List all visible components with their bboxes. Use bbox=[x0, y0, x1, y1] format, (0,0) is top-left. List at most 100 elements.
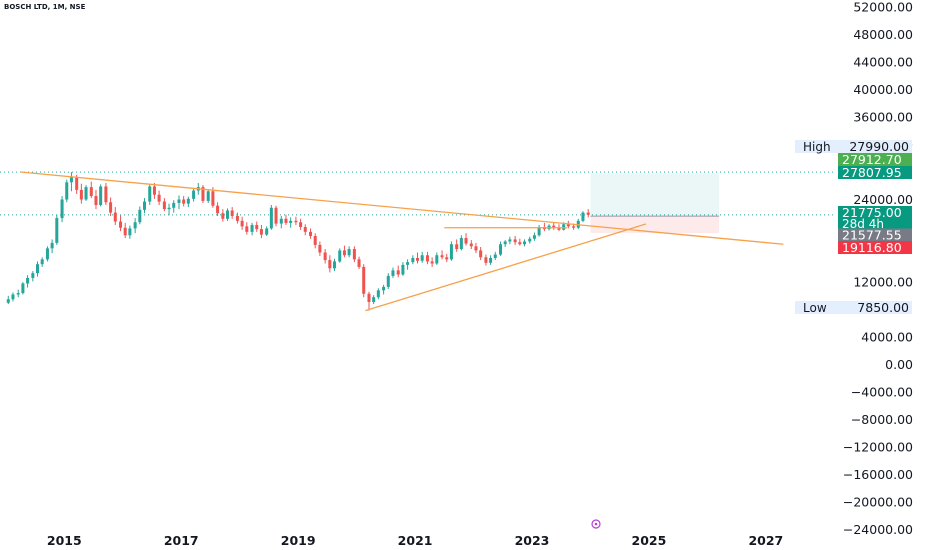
candle[interactable] bbox=[445, 253, 449, 263]
candle[interactable] bbox=[513, 235, 517, 245]
candle[interactable] bbox=[279, 216, 283, 229]
candle[interactable] bbox=[142, 198, 147, 214]
candle[interactable] bbox=[259, 224, 263, 239]
candle[interactable] bbox=[342, 245, 346, 258]
candle[interactable] bbox=[411, 255, 415, 265]
candle[interactable] bbox=[508, 236, 512, 245]
candle[interactable] bbox=[347, 246, 351, 258]
candle[interactable] bbox=[542, 222, 546, 232]
candle[interactable] bbox=[338, 248, 342, 263]
candle[interactable] bbox=[240, 216, 244, 230]
candle[interactable] bbox=[382, 284, 386, 295]
candle[interactable] bbox=[26, 275, 30, 288]
candle[interactable] bbox=[94, 189, 98, 210]
candle[interactable] bbox=[357, 256, 361, 269]
candle[interactable] bbox=[420, 251, 424, 263]
candle[interactable] bbox=[172, 200, 176, 213]
candle[interactable] bbox=[55, 214, 59, 245]
candle[interactable] bbox=[128, 225, 132, 239]
candle[interactable] bbox=[537, 224, 541, 237]
candle[interactable] bbox=[157, 190, 161, 206]
candle[interactable] bbox=[396, 265, 400, 278]
candle[interactable] bbox=[489, 255, 493, 265]
candle[interactable] bbox=[40, 257, 44, 267]
candle[interactable] bbox=[206, 189, 210, 203]
candle[interactable] bbox=[152, 183, 156, 199]
candle[interactable] bbox=[532, 232, 536, 241]
candle[interactable] bbox=[440, 250, 444, 260]
candle[interactable] bbox=[391, 267, 395, 278]
candle[interactable] bbox=[425, 251, 429, 265]
candle[interactable] bbox=[11, 292, 15, 302]
candle[interactable] bbox=[201, 185, 205, 203]
candle[interactable] bbox=[328, 255, 332, 273]
candle[interactable] bbox=[192, 187, 196, 202]
x-axis[interactable]: 2015 2017 2019 2021 2023 2025 2027 bbox=[47, 533, 783, 548]
candle[interactable] bbox=[493, 251, 497, 261]
candle[interactable] bbox=[586, 209, 590, 218]
candle[interactable] bbox=[449, 241, 453, 261]
candle[interactable] bbox=[274, 205, 278, 227]
candle[interactable] bbox=[372, 295, 376, 305]
candle[interactable] bbox=[167, 203, 171, 216]
candle[interactable] bbox=[484, 254, 488, 266]
candle[interactable] bbox=[303, 224, 307, 236]
candle[interactable] bbox=[255, 221, 259, 232]
candle[interactable] bbox=[45, 246, 49, 262]
candle[interactable] bbox=[289, 217, 293, 228]
candle[interactable] bbox=[65, 179, 69, 203]
candle[interactable] bbox=[299, 218, 303, 230]
candle[interactable] bbox=[50, 239, 54, 254]
candle[interactable] bbox=[138, 206, 142, 225]
candle[interactable] bbox=[31, 271, 35, 282]
candle[interactable] bbox=[313, 233, 317, 249]
candle[interactable] bbox=[60, 196, 64, 223]
candle[interactable] bbox=[113, 207, 117, 225]
candle[interactable] bbox=[89, 181, 93, 199]
candles[interactable] bbox=[6, 172, 590, 311]
candle[interactable] bbox=[576, 218, 580, 230]
candle[interactable] bbox=[581, 211, 585, 223]
candle[interactable] bbox=[69, 172, 73, 192]
candle[interactable] bbox=[6, 295, 10, 305]
candle[interactable] bbox=[99, 184, 103, 207]
candle[interactable] bbox=[386, 273, 390, 289]
ascending-support-line[interactable] bbox=[365, 223, 647, 312]
candle[interactable] bbox=[177, 195, 181, 210]
candle[interactable] bbox=[464, 233, 468, 246]
candle[interactable] bbox=[216, 202, 220, 217]
candle[interactable] bbox=[162, 198, 166, 212]
candle[interactable] bbox=[109, 197, 113, 217]
candle[interactable] bbox=[84, 185, 88, 201]
candle[interactable] bbox=[430, 257, 434, 267]
candle[interactable] bbox=[459, 235, 463, 251]
candle[interactable] bbox=[435, 252, 439, 265]
candle[interactable] bbox=[474, 242, 478, 254]
candle[interactable] bbox=[250, 222, 254, 236]
candle[interactable] bbox=[235, 212, 239, 224]
candle[interactable] bbox=[133, 218, 137, 234]
candle[interactable] bbox=[230, 207, 234, 219]
candle[interactable] bbox=[36, 261, 40, 277]
candle[interactable] bbox=[323, 249, 327, 264]
candle[interactable] bbox=[284, 214, 288, 225]
trendlines[interactable] bbox=[20, 171, 784, 312]
candle[interactable] bbox=[518, 238, 522, 246]
candle[interactable] bbox=[499, 241, 503, 256]
candle[interactable] bbox=[186, 196, 190, 208]
candle[interactable] bbox=[332, 258, 337, 272]
candle[interactable] bbox=[119, 215, 123, 232]
candle[interactable] bbox=[401, 262, 405, 276]
candle[interactable] bbox=[182, 196, 186, 207]
position-profit-zone[interactable] bbox=[590, 173, 720, 217]
candle[interactable] bbox=[479, 246, 483, 261]
candle[interactable] bbox=[221, 209, 225, 222]
position-loss-zone[interactable] bbox=[590, 216, 720, 234]
candle[interactable] bbox=[566, 220, 570, 229]
candle[interactable] bbox=[376, 288, 380, 300]
candle[interactable] bbox=[269, 205, 273, 230]
candle[interactable] bbox=[406, 259, 410, 270]
candle[interactable] bbox=[21, 282, 25, 295]
candle[interactable] bbox=[16, 289, 20, 298]
